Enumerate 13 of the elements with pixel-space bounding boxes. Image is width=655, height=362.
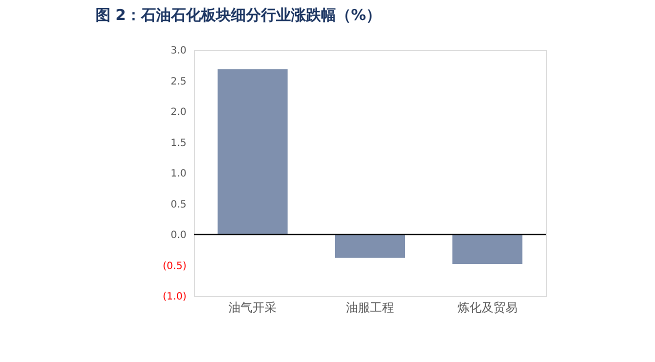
y-tick-label: 0.0: [170, 230, 186, 241]
y-tick-label: (1.0): [162, 292, 187, 302]
y-tick-label: 0.5: [170, 199, 186, 210]
x-tick-label: 油服工程: [346, 300, 394, 314]
y-tick-label: 2.5: [170, 76, 186, 88]
chart-title: 图 2：石油石化板块细分行业涨跌幅（%）: [95, 6, 381, 24]
y-tick-label: 1.0: [170, 168, 186, 180]
y-tick-label: 2.0: [170, 107, 186, 118]
y-tick-label: (0.5): [162, 260, 187, 272]
x-tick-label: 炼化及贸易: [457, 300, 518, 314]
x-tick-label: 油气开采: [228, 300, 277, 314]
y-tick-label: 3.0: [170, 46, 186, 56]
y-tick-label: 1.5: [170, 138, 186, 149]
